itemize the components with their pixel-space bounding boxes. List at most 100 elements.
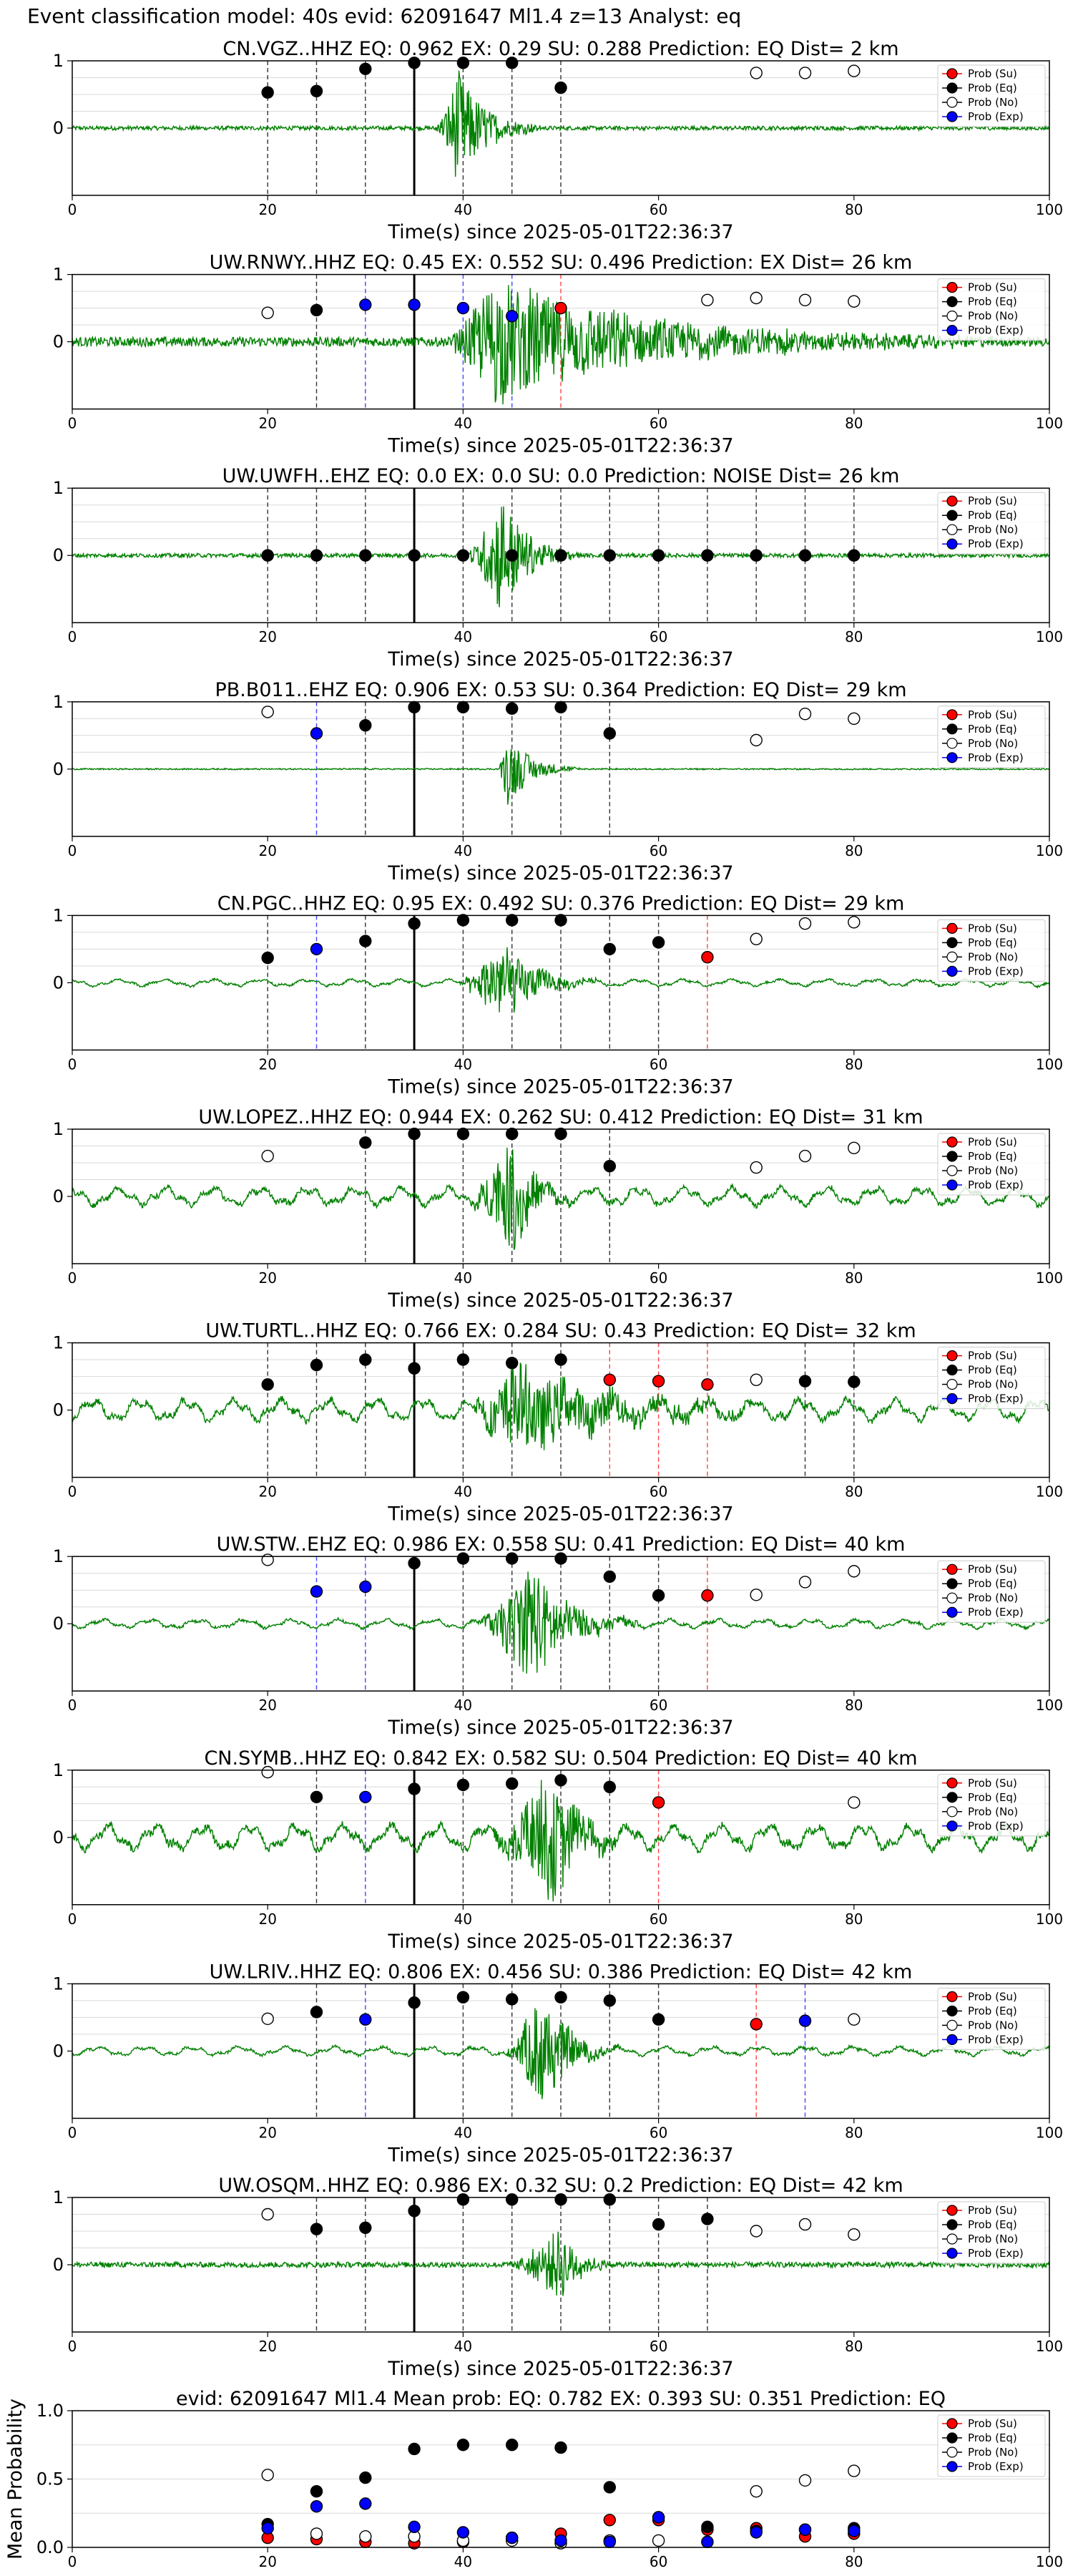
legend-marker: [946, 1378, 958, 1390]
legend-marker: [946, 111, 958, 122]
prob-point-exp: [359, 1580, 372, 1594]
prob-point-eq: [652, 2013, 665, 2026]
x-tick-label: 60: [650, 2553, 667, 2570]
legend-marker: [946, 524, 958, 535]
x-axis-label: Time(s) since 2025-05-01T22:36:37: [387, 1075, 733, 1098]
legend-label: Prob (Eq): [968, 82, 1017, 94]
y-tick-label: 0: [53, 332, 64, 352]
prob-point-no: [750, 2225, 763, 2238]
legend-label: Prob (Su): [968, 1990, 1017, 2003]
x-tick-label: 40: [454, 1911, 472, 1928]
prob-point-no: [798, 917, 812, 930]
x-tick-label: 20: [258, 2124, 276, 2141]
prob-point-exp: [506, 310, 519, 323]
x-tick-label: 100: [1036, 201, 1063, 218]
prob-point-eq: [408, 1362, 421, 1375]
legend-marker: [946, 1165, 958, 1176]
legend-label: Prob (Su): [968, 67, 1017, 80]
prob-point-exp: [310, 727, 323, 740]
mean-point-no: [261, 2469, 274, 2482]
x-tick-label: 0: [68, 1269, 77, 1287]
x-tick-label: 0: [68, 2338, 77, 2355]
prob-point-eq: [506, 1777, 519, 1790]
legend: Prob (Su)Prob (Eq)Prob (No)Prob (Exp): [937, 1774, 1046, 1837]
panel-title: UW.OSQM..HHZ EQ: 0.986 EX: 0.32 SU: 0.2 …: [218, 2175, 903, 2197]
x-tick-label: 20: [258, 842, 276, 859]
legend-label: Prob (Exp): [968, 324, 1024, 337]
legend-marker: [946, 282, 958, 293]
axes-frame: [72, 701, 1050, 837]
prob-point-eq: [359, 719, 372, 732]
prob-point-su: [652, 1796, 665, 1809]
axes-frame: [72, 1983, 1050, 2119]
prob-point-exp: [359, 2013, 372, 2026]
prob-point-eq: [506, 57, 519, 69]
prob-point-eq: [310, 1358, 323, 1372]
x-tick-label: 100: [1036, 2553, 1063, 2570]
waveform-trace: [72, 285, 1050, 405]
prob-point-no: [848, 712, 861, 725]
prob-point-eq: [310, 549, 323, 562]
x-axis-label: Time(s) since 2025-05-01T22:36:37: [387, 1931, 733, 1953]
x-tick-label: 80: [845, 628, 863, 645]
prob-point-eq: [652, 1589, 665, 1602]
legend-marker: [946, 82, 958, 94]
legend-box: [937, 1560, 1046, 1623]
prob-point-no: [798, 293, 812, 307]
legend-label: Prob (Exp): [968, 537, 1024, 550]
legend: Prob (Su)Prob (Eq)Prob (No)Prob (Exp): [937, 2201, 1046, 2264]
panel-title: UW.STW..EHZ EQ: 0.986 EX: 0.558 SU: 0.41…: [217, 1533, 906, 1556]
legend-marker: [946, 538, 958, 550]
x-axis-label: Time(s) since 2025-05-01T22:36:37: [387, 1717, 733, 1739]
prob-point-su: [701, 950, 714, 964]
y-tick-label: 0: [53, 2041, 64, 2061]
x-tick-label: 20: [258, 1483, 276, 1501]
y-tick-label: 1: [53, 265, 64, 285]
station-panel: UW.OSQM..HHZ EQ: 0.986 EX: 0.32 SU: 0.2 …: [53, 2175, 1063, 2380]
prob-point-exp: [310, 942, 323, 956]
prob-point-no: [848, 64, 861, 77]
prob-point-eq: [603, 1570, 616, 1584]
prob-point-eq: [554, 1353, 567, 1366]
legend-label: Prob (Eq): [968, 2004, 1017, 2017]
x-tick-label: 40: [454, 1697, 472, 1714]
station-panel: CN.VGZ..HHZ EQ: 0.962 EX: 0.29 SU: 0.288…: [53, 38, 1063, 243]
legend-marker: [946, 1991, 958, 2002]
y-tick-label: 0.5: [36, 2469, 64, 2489]
x-tick-label: 100: [1036, 1911, 1063, 1928]
prob-point-eq: [798, 549, 812, 562]
panel-title: UW.TURTL..HHZ EQ: 0.766 EX: 0.284 SU: 0.…: [205, 1320, 916, 1342]
legend-label: Prob (Eq): [968, 2431, 1017, 2444]
x-tick-label: 40: [454, 2338, 472, 2355]
waveform-trace: [72, 947, 1050, 1013]
prob-point-eq: [554, 914, 567, 927]
legend-label: Prob (Exp): [968, 2460, 1024, 2473]
y-tick-label: 1: [53, 1760, 64, 1780]
legend-box: [937, 1987, 1046, 2050]
prob-point-eq: [456, 914, 470, 927]
x-axis-label: Time(s) since 2025-05-01T22:36:37: [387, 1503, 733, 1526]
waveform-trace: [72, 2231, 1050, 2296]
y-tick-label: 0: [53, 1614, 64, 1634]
y-tick-label: 0: [53, 2255, 64, 2275]
prob-point-no: [701, 293, 714, 307]
legend-label: Prob (Eq): [968, 509, 1017, 522]
prob-point-eq: [652, 936, 665, 949]
legend-marker: [946, 1606, 958, 1618]
mean-point-no: [310, 2527, 323, 2540]
panel-title: CN.PGC..HHZ EQ: 0.95 EX: 0.492 SU: 0.376…: [217, 892, 905, 914]
prob-point-eq: [359, 1136, 372, 1149]
legend-marker: [946, 738, 958, 749]
x-tick-label: 100: [1036, 1483, 1063, 1501]
prob-point-no: [261, 2207, 274, 2221]
prob-point-eq: [456, 1353, 470, 1366]
prob-point-eq: [310, 1790, 323, 1804]
legend: Prob (Su)Prob (Eq)Prob (No)Prob (Exp): [937, 1987, 1046, 2050]
x-tick-label: 80: [845, 1269, 863, 1287]
prob-point-eq: [506, 1993, 519, 2006]
prob-point-eq: [554, 1127, 567, 1141]
legend-marker: [946, 1792, 958, 1803]
legend-label: Prob (No): [968, 950, 1018, 963]
prob-point-su: [554, 301, 567, 315]
prob-point-eq: [603, 942, 616, 956]
